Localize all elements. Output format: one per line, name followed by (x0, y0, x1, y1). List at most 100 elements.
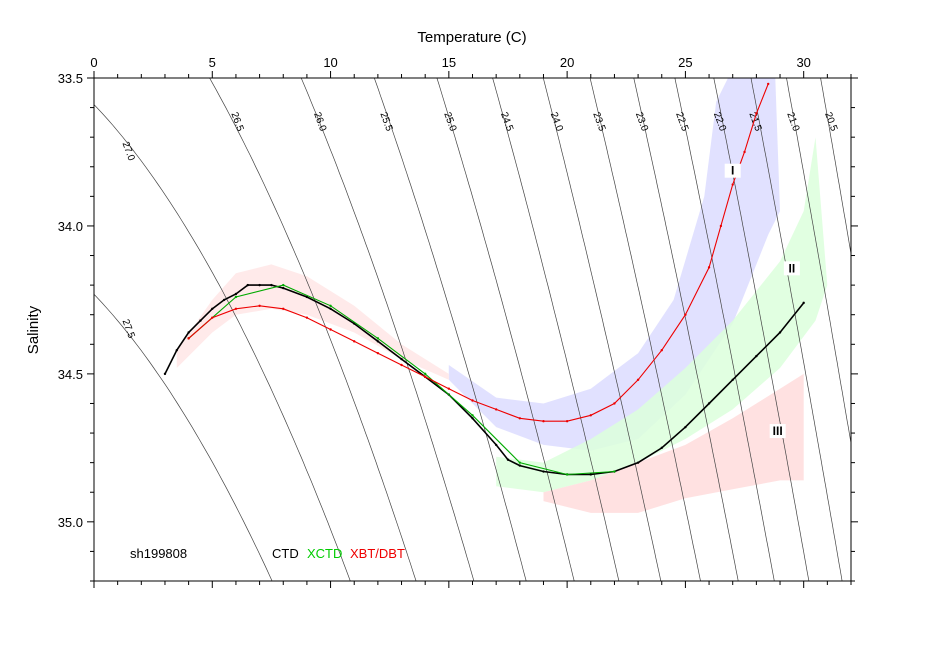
series-point (400, 363, 403, 367)
series-point (234, 292, 238, 296)
water-mass-label: II (789, 261, 796, 275)
series-point (163, 372, 167, 376)
series-point (755, 354, 758, 358)
series-point (376, 337, 380, 340)
series-point (731, 183, 734, 186)
series-point (329, 304, 332, 308)
series-point (211, 316, 214, 319)
density-contour-line (373, 78, 527, 581)
x-axis-ticks: 0 5 10 15 20 25 30 (90, 55, 852, 588)
series-point (175, 349, 178, 352)
legend: CTD XCTD XBT/DBT (272, 546, 405, 561)
y-tick-label: 35.0 (58, 515, 83, 530)
series-point (636, 378, 640, 381)
series-point (329, 328, 332, 331)
y-axis-ticks: 33.5 34.0 34.5 35.0 (58, 71, 858, 582)
water-mass-band (496, 137, 828, 493)
series-point (518, 417, 522, 420)
series-point (506, 458, 510, 461)
series-point (565, 473, 569, 476)
water-mass-band (543, 373, 804, 513)
series-point (684, 425, 687, 429)
series-point (660, 446, 663, 450)
water-mass-label: III (773, 424, 783, 438)
series-point (802, 301, 805, 305)
series-line-xctd (188, 284, 615, 476)
water-mass-bands (176, 78, 828, 513)
water-mass-label-bg (769, 424, 786, 439)
density-contour-label: 26.0 (311, 111, 328, 133)
series-point (187, 331, 190, 334)
y-tick-label: 34.5 (58, 367, 83, 382)
density-contour-line (436, 78, 575, 581)
x-tick-label: 25 (678, 55, 692, 70)
series-point (258, 304, 261, 308)
density-contour-label: 21.0 (784, 111, 801, 133)
series-point (494, 408, 498, 411)
density-contour-label: 24.0 (548, 111, 565, 133)
series-point (471, 417, 474, 420)
x-axis-title: Temperature (C) (417, 29, 526, 46)
series-point (329, 307, 332, 310)
series-point (731, 378, 734, 381)
series-point (447, 387, 451, 390)
density-contour-line (820, 78, 851, 256)
series-point (270, 283, 273, 287)
density-contour-line (633, 78, 739, 581)
density-contour-line (589, 78, 701, 581)
series-point (518, 461, 522, 464)
density-contour-line (492, 78, 620, 581)
series-point (376, 340, 380, 343)
data-series (163, 82, 805, 476)
series-point (542, 420, 545, 423)
density-contour-label: 26.5 (228, 111, 245, 133)
series-point (305, 295, 309, 299)
series-point (423, 372, 427, 376)
x-tick-label: 20 (560, 55, 574, 70)
density-contour-label: 23.0 (633, 111, 650, 133)
series-point (767, 82, 770, 86)
series-point (518, 464, 522, 467)
series-point (471, 414, 474, 417)
y-axis-title: Salinity (25, 305, 42, 354)
series-point (565, 420, 569, 423)
series-point (471, 399, 474, 402)
density-contour-line (542, 78, 662, 581)
density-contour-line (300, 78, 475, 581)
series-point (778, 331, 782, 334)
x-tick-label: 0 (90, 55, 97, 70)
series-point (234, 307, 238, 310)
series-point (222, 298, 226, 302)
station-label: sh199808 (130, 546, 187, 561)
density-contour-line (94, 104, 351, 581)
series-point (305, 316, 309, 319)
density-contour-label: 27.0 (120, 140, 137, 162)
series-point (282, 283, 285, 287)
density-contour-label: 22.5 (673, 111, 690, 133)
water-mass-label-bg (724, 163, 741, 178)
density-contour-line (786, 78, 851, 446)
series-point (660, 349, 663, 352)
x-tick-label: 30 (796, 55, 810, 70)
series-point (589, 414, 592, 417)
density-contour-label: 23.5 (590, 111, 607, 133)
series-line-ctd (164, 284, 805, 476)
y-tick-label: 33.5 (58, 71, 83, 86)
series-point (282, 307, 285, 310)
density-contour-label: 27.5 (120, 318, 137, 340)
series-point (613, 402, 616, 405)
series-point (353, 340, 356, 343)
series-point (211, 307, 214, 310)
density-contour-line (713, 78, 810, 581)
x-tick-label: 5 (209, 55, 216, 70)
series-point (743, 150, 746, 154)
density-contour-line (750, 78, 843, 581)
density-contour-line (674, 78, 775, 581)
series-point (282, 286, 285, 290)
series-point (376, 351, 380, 355)
series-point (707, 402, 711, 405)
density-contour-label: 25.5 (377, 111, 394, 133)
water-mass-label: I (731, 164, 734, 178)
